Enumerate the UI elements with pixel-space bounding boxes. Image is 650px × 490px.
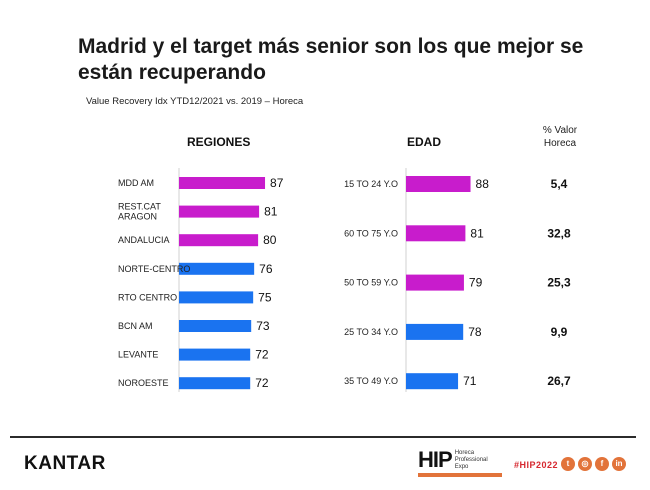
twitter-icon[interactable]: t (561, 457, 575, 471)
page-title: Madrid y el target más senior son los qu… (78, 35, 584, 84)
footer-divider (10, 436, 636, 438)
edad-bar (406, 373, 459, 390)
valor-horeca-value: 25,3 (547, 276, 571, 290)
regiones-value-label: 76 (259, 262, 273, 276)
regiones-value-label: 72 (255, 376, 269, 390)
hip-sub-line-1: Horeca (454, 449, 475, 456)
regiones-category-label: NOROESTE (118, 378, 169, 388)
hip-logo-subtitle: Horeca Professional Expo (455, 450, 488, 471)
regiones-bar (179, 177, 266, 189)
regiones-value-label: 73 (256, 319, 270, 333)
hip-sub-line-3: Expo (454, 463, 469, 470)
edad-bar (406, 176, 471, 192)
linkedin-icon[interactable]: in (612, 457, 626, 471)
chart-subtitle: Value Recovery Idx YTD12/2021 vs. 2019 –… (86, 96, 304, 107)
edad-category-label: 50 TO 59 Y.O (344, 278, 398, 288)
regiones-bar (179, 348, 251, 361)
edad-bar (406, 323, 464, 340)
edad-category-label: 60 TO 75 Y.O (344, 228, 398, 238)
valor-horeca-value: 5,4 (551, 177, 568, 191)
regiones-value-label: 80 (263, 233, 277, 247)
regiones-value-label: 72 (255, 348, 269, 362)
edad-bar (406, 225, 466, 242)
valor-horeca-value: 9,9 (551, 325, 568, 339)
hip-logo: HIP Horeca Professional Expo (418, 449, 488, 471)
valor-horeca-value: 32,8 (547, 226, 571, 240)
edad-value-label: 79 (469, 276, 483, 290)
valor-horeca-header-line-1: % Valor (542, 125, 578, 136)
hip-logo-strip (418, 473, 502, 477)
regiones-category-label: MDD AM (118, 178, 154, 188)
edad-chart-title: EDAD (407, 135, 442, 149)
regiones-category-label: RTO CENTRO (118, 292, 177, 302)
regiones-bar (179, 291, 254, 304)
regiones-chart-title: REGIONES (187, 135, 251, 149)
edad-value-label: 88 (476, 177, 490, 191)
regiones-category-label: NORTE-CENTRO (118, 264, 190, 274)
regiones-bar (179, 377, 251, 390)
regiones-category-label: LEVANTE (118, 350, 158, 360)
edad-category-label: 35 TO 49 Y.O (344, 376, 398, 386)
regiones-bar (179, 205, 260, 218)
regiones-category-label: REST.CAT (118, 202, 161, 212)
regiones-bar (179, 320, 252, 332)
kantar-logo: KANTAR (24, 453, 106, 474)
regiones-value-label: 75 (258, 290, 272, 304)
regiones-value-label: 81 (264, 205, 278, 219)
edad-value-label: 78 (468, 325, 482, 339)
hip-logo-mark: HIP (418, 447, 453, 472)
regiones-category-label: BCN AM (118, 321, 153, 331)
edad-category-label: 25 TO 34 Y.O (344, 327, 398, 337)
regiones-category-label: ARAGON (118, 212, 157, 222)
regiones-bar (179, 234, 259, 247)
hip-sub-line-2: Professional (454, 456, 488, 463)
edad-category-label: 15 TO 24 Y.O (344, 179, 398, 189)
regiones-value-label: 87 (270, 176, 284, 190)
instagram-icon[interactable]: ◎ (578, 457, 592, 471)
valor-horeca-value: 26,7 (547, 374, 571, 388)
valor-horeca-header-line-2: Horeca (543, 138, 577, 149)
edad-bar (406, 274, 464, 291)
regiones-bar (179, 262, 255, 275)
regiones-category-label: ANDALUCIA (118, 235, 170, 245)
edad-value-label: 81 (470, 226, 484, 240)
valor-horeca-header: % Valor Horeca (530, 124, 590, 150)
event-hashtag: #HIP2022 (514, 460, 559, 470)
facebook-icon[interactable]: f (595, 457, 609, 471)
edad-value-label: 71 (463, 374, 477, 388)
edad-chart: 15 TO 24 Y.O 88 5,4 60 TO 75 Y.O 81 32,8 50 TO… (344, 168, 571, 392)
